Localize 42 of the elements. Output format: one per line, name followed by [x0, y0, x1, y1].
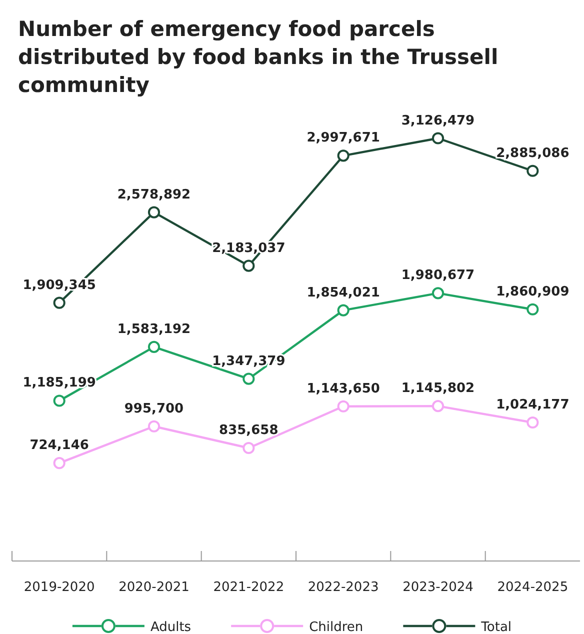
data-label: 995,700: [124, 401, 184, 416]
data-label: 1,143,650: [306, 381, 380, 396]
point: [337, 400, 350, 412]
point: [526, 303, 539, 316]
data-label: 1,024,177: [496, 398, 570, 413]
data-label: 1,583,192: [117, 322, 191, 337]
data-label: 3,126,479: [401, 113, 475, 128]
data-label: 1,860,909: [496, 284, 570, 300]
x-tick-label: 2020-2021: [118, 580, 190, 595]
point: [53, 457, 66, 470]
data-label: 2,578,892: [117, 187, 191, 202]
chart-title: Number of emergency food parcels distributed by food banks in the Trussell community: [18, 17, 498, 97]
data-label: 835,658: [219, 423, 278, 438]
point: [242, 260, 255, 272]
x-tick-label: 2022-2023: [308, 580, 379, 595]
legend-label: Total: [480, 620, 512, 634]
point: [432, 400, 444, 412]
point: [526, 416, 539, 429]
data-label: 1,854,021: [306, 285, 380, 300]
legend-label: Adults: [150, 620, 192, 634]
point: [337, 304, 350, 316]
point: [242, 372, 255, 385]
point: [337, 150, 350, 162]
x-tick-label: 2024-2025: [497, 580, 568, 595]
point: [53, 394, 66, 407]
data-label: 2,997,671: [306, 130, 380, 146]
x-tick-label: 2019-2020: [24, 580, 95, 595]
point: [432, 132, 444, 144]
legend-label: Children: [309, 620, 364, 634]
data-label: 2,885,086: [496, 146, 570, 161]
x-tick-label: 2023-2024: [402, 580, 474, 595]
point: [242, 442, 255, 454]
point: [148, 420, 160, 432]
point: [526, 164, 539, 177]
point: [148, 206, 160, 218]
point: [148, 340, 160, 353]
data-label: 1,145,802: [401, 381, 475, 396]
data-label: 1,980,677: [401, 268, 475, 284]
point: [432, 287, 444, 300]
data-label: 724,146: [30, 438, 89, 454]
x-tick-label: 2021-2022: [213, 580, 284, 595]
point: [53, 296, 66, 309]
